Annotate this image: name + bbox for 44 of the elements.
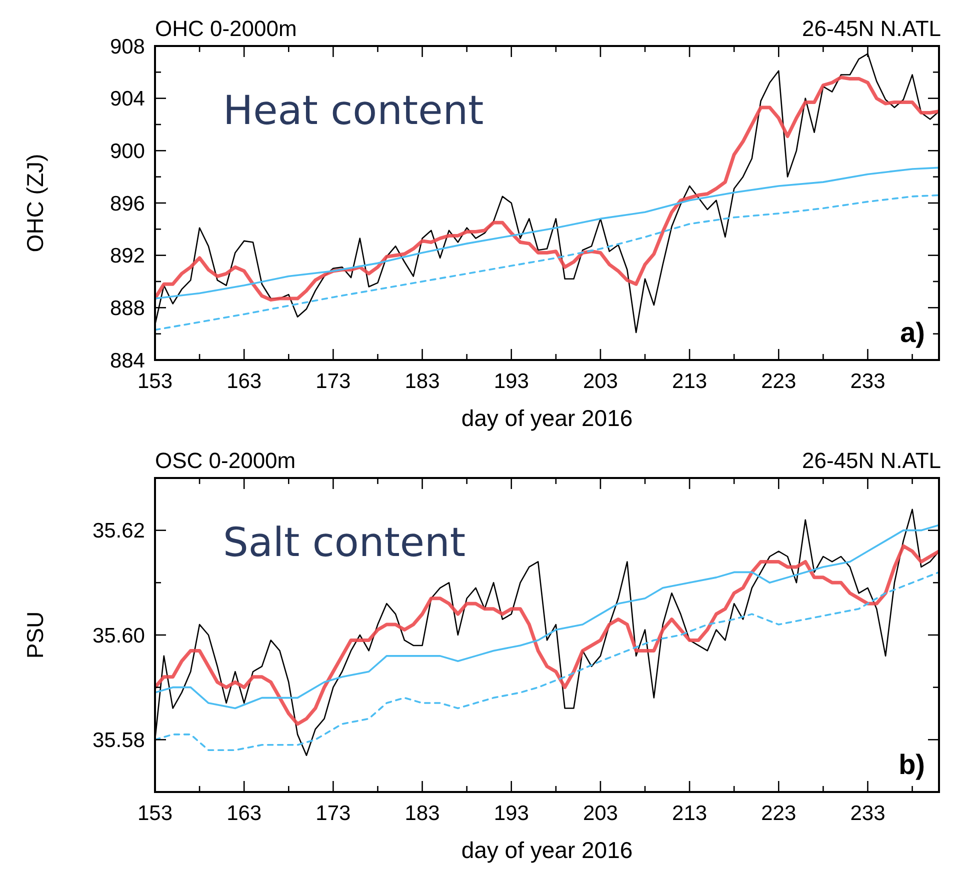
y-tick-label: 900 — [110, 140, 145, 164]
text: 26-45N N.ATL — [802, 16, 941, 41]
annotation: a) — [900, 317, 925, 348]
x-tick-label: 223 — [761, 370, 796, 393]
x-tick-label: 173 — [316, 370, 351, 393]
x-tick-label: 233 — [850, 802, 886, 825]
text: 26-45N N.ATL — [802, 448, 941, 473]
chart-title: OSC 0-2000m — [155, 448, 296, 473]
y-axis-title: PSU — [22, 611, 48, 659]
y-tick-label: 35.60 — [92, 624, 145, 648]
annotation: b) — [898, 749, 925, 780]
x-tick-label: 203 — [582, 802, 618, 825]
y-tick-label: 908 — [110, 35, 145, 58]
annotation: Heat content — [223, 88, 484, 134]
x-tick-label: 173 — [316, 802, 351, 825]
x-tick-label: 193 — [494, 370, 529, 393]
x-tick-label: 233 — [850, 370, 886, 393]
x-tick-label: 153 — [137, 802, 173, 825]
y-axis-title: OHC (ZJ) — [22, 154, 48, 252]
y-tick-label: 888 — [110, 297, 145, 320]
x-tick-label: 153 — [137, 370, 173, 393]
annotation: Salt content — [223, 520, 466, 566]
y-tick-label: 892 — [110, 244, 145, 268]
line-series — [155, 166, 939, 300]
x-tick-label: 183 — [404, 802, 440, 825]
y-tick-label: 35.58 — [92, 729, 145, 752]
line-series — [155, 76, 939, 302]
y-tick-label: 884 — [110, 349, 146, 372]
chart-title: OHC 0-2000m — [155, 16, 297, 41]
x-axis-title: day of year 2016 — [461, 837, 633, 863]
x-tick-label: 213 — [672, 370, 708, 393]
x-tick-label: 213 — [672, 802, 708, 825]
x-tick-label: 163 — [226, 802, 262, 825]
line-series — [155, 524, 939, 710]
y-tick-label: 35.62 — [92, 520, 145, 543]
x-tick-label: 193 — [494, 802, 529, 825]
y-tick-label: 904 — [110, 88, 146, 111]
x-tick-label: 203 — [582, 370, 618, 393]
x-tick-label: 183 — [404, 370, 440, 393]
x-axis-title: day of year 2016 — [461, 405, 633, 431]
line-series — [155, 571, 939, 752]
x-tick-label: 223 — [761, 802, 796, 825]
x-tick-label: 163 — [226, 370, 262, 393]
y-tick-label: 896 — [110, 192, 145, 216]
